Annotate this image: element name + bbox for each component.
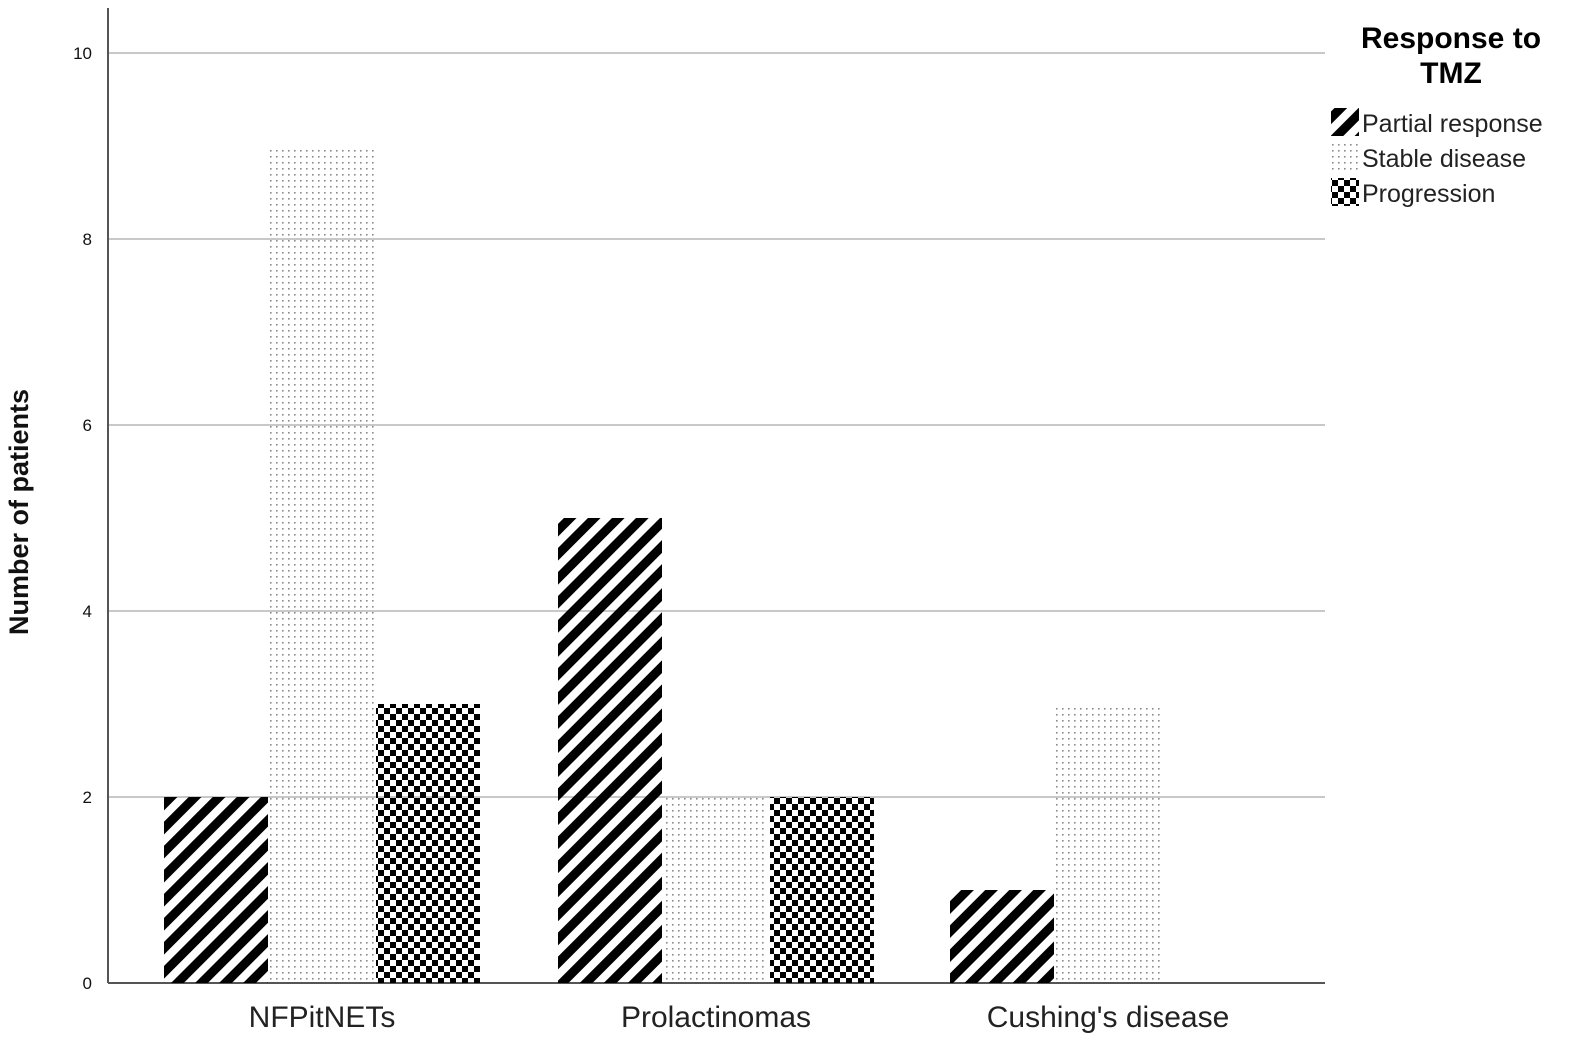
y-tick-label: 2 xyxy=(83,788,92,807)
legend-title-line-1: Response to xyxy=(1361,22,1541,55)
legend-title-line-2: TMZ xyxy=(1420,57,1482,90)
bar-diagonal-stripes xyxy=(950,890,1054,983)
x-category-label: NFPitNETs xyxy=(249,1001,396,1034)
legend-items: Partial response Stable disease Progressio… xyxy=(1331,108,1543,208)
y-tick-label: 10 xyxy=(73,44,92,63)
bars xyxy=(164,146,1160,983)
legend-swatch-dots xyxy=(1331,143,1359,171)
legend: Response to TMZ Partial response Stable d… xyxy=(1331,22,1543,208)
y-tick-label: 8 xyxy=(83,230,92,249)
x-category-label: Prolactinomas xyxy=(621,1001,811,1034)
legend-label: Stable disease xyxy=(1362,145,1526,173)
bar-dots xyxy=(270,146,374,983)
bar-checkerboard xyxy=(770,797,874,983)
bar-diagonal-stripes xyxy=(164,797,268,983)
legend-label: Progression xyxy=(1362,180,1495,208)
y-tick-labels: 0 2 4 6 8 10 xyxy=(73,44,92,993)
legend-swatch-diagonal-stripes xyxy=(1331,108,1359,136)
bar-dots xyxy=(1056,704,1160,983)
x-category-label: Cushing's disease xyxy=(987,1001,1230,1034)
bar-dots xyxy=(664,797,768,983)
y-axis-title: Number of patients xyxy=(4,389,34,635)
legend-swatch-checkerboard xyxy=(1331,178,1359,206)
category-labels: NFPitNETs Prolactinomas Cushing's disease xyxy=(249,1001,1230,1034)
bar-diagonal-stripes xyxy=(558,518,662,983)
y-tick-label: 6 xyxy=(83,416,92,435)
legend-label: Partial response xyxy=(1362,110,1543,138)
y-tick-label: 0 xyxy=(83,974,92,993)
bar-checkerboard xyxy=(376,704,480,983)
y-tick-label: 4 xyxy=(83,602,92,621)
